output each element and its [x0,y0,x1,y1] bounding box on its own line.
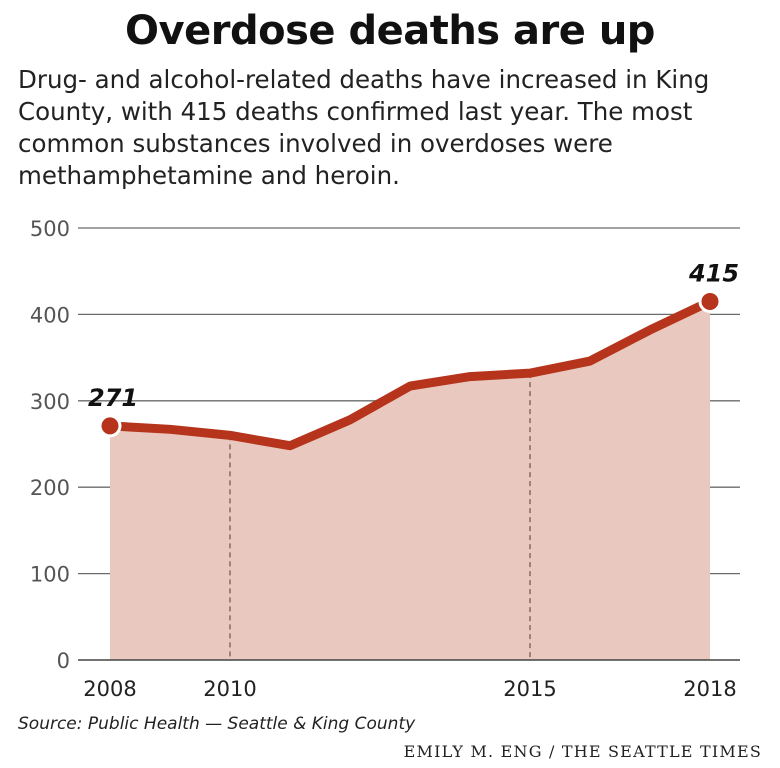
data-label-2018: 415 [688,259,739,287]
y-tick-label-500: 500 [30,217,70,241]
series-line [105,296,715,451]
x-tick-labels: 2008 2010 2015 2018 [83,677,736,701]
x-tick-label-2008: 2008 [83,677,136,701]
y-tick-label-100: 100 [30,563,70,587]
y-tick-label-200: 200 [30,476,70,500]
reference-lines [229,373,531,660]
credit-line: EMILY M. ENG / THE SEATTLE TIMES [403,742,762,761]
area-fill [110,301,710,660]
data-labels: 271 415 [88,259,739,411]
chart-title: Overdose deaths are up [125,8,655,54]
data-points [98,289,722,438]
data-point-2018 [698,289,722,313]
y-tick-label-0: 0 [57,649,70,673]
data-point-2008 [98,414,122,438]
source-note: Source: Public Health — Seattle & King C… [18,714,416,734]
chart-description: Drug- and alcohol-related deaths have in… [18,65,710,190]
y-tick-labels: 0 100 200 300 400 500 [30,217,70,673]
y-tick-label-300: 300 [30,390,70,414]
y-tick-label-400: 400 [30,303,70,327]
x-tick-label-2010: 2010 [203,677,256,701]
x-tick-label-2018: 2018 [683,677,736,701]
x-tick-label-2015: 2015 [503,677,556,701]
data-label-2008: 271 [88,384,138,412]
